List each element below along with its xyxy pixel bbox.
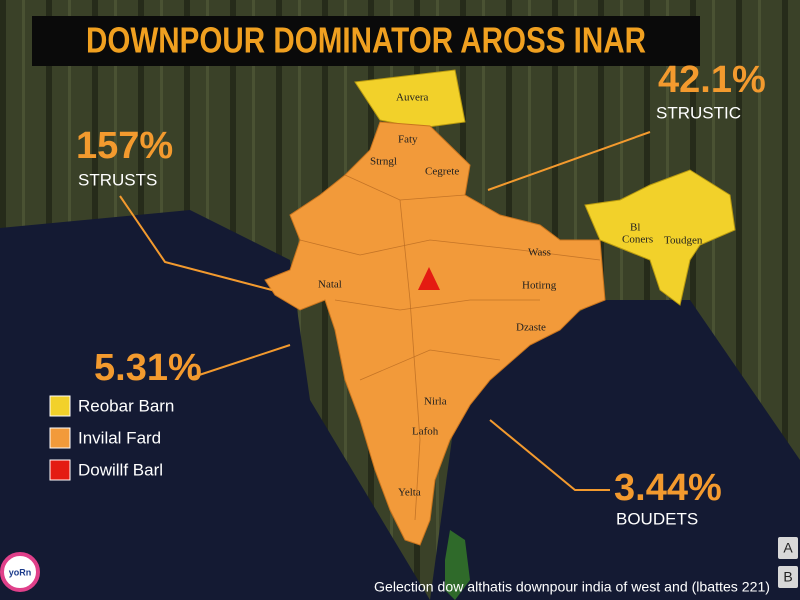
footer-caption: Gelection dow althatis downpour india of… [374,579,770,595]
side-button-label[interactable]: B [783,569,792,585]
callout-value: 157% [76,125,173,167]
map-label: Nirla [424,396,447,408]
region-border [399,199,421,521]
title-box [32,16,700,66]
map-label: Dzaste [516,322,546,334]
callout-value: 5.31% [94,347,202,389]
map-label: Hotirng [522,280,557,292]
region-main [264,121,606,546]
map-label: Coners [622,234,653,246]
side-button-label[interactable]: A [783,540,793,556]
callout-label: BOUDETS [616,509,698,528]
map-label: Strngl [370,156,397,168]
region-northeast [584,169,736,306]
map-label: Cegrete [425,166,459,178]
legend-swatch [49,427,71,449]
arrow [119,195,273,291]
side-button[interactable] [778,537,798,559]
sea-west [0,210,430,600]
marker [418,267,440,290]
arrow [189,344,291,379]
map-label: Wass [528,247,551,259]
map-label: Auvera [396,92,428,104]
map-label: Faty [398,134,418,146]
region-border [359,349,501,381]
island [445,530,470,600]
side-button[interactable] [778,566,798,588]
legend-label: Dowillf Barl [78,460,163,479]
legend-swatch [49,395,71,417]
map-label: Bl [630,222,640,234]
arrow [487,131,651,191]
legend-swatch [49,459,71,481]
region-border [334,299,540,311]
title: DOWNPOUR DOMINATOR AROSS INAR [86,20,646,61]
map-label: Lafoh [412,426,439,438]
logo-text: yoRn [9,567,32,577]
logo [0,552,40,592]
arrow [489,419,610,491]
region-border [299,239,601,261]
sea-east [430,300,800,600]
callout-label: STRUSTIC [656,103,741,122]
callout-value: 42.1% [658,59,766,101]
callout-value: 3.44% [614,467,722,509]
map-label: Natal [318,279,342,291]
callout-label: STRUSTS [78,170,157,189]
region-north [354,69,466,129]
map-label: Toudgen [664,235,703,247]
map-label: Yelta [398,487,421,499]
legend-label: Invilal Fard [78,428,161,447]
legend-label: Reobar Barn [78,396,174,415]
